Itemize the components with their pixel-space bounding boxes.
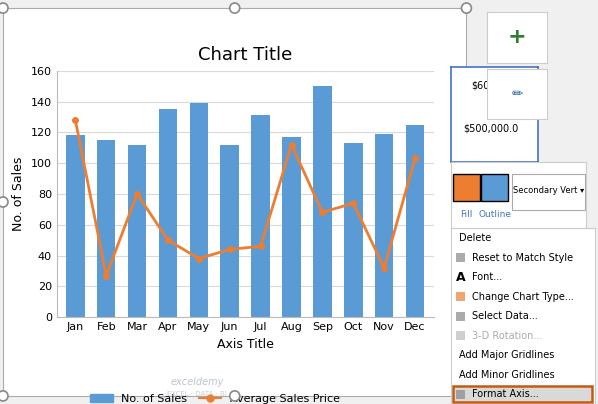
Text: 3-D Rotation...: 3-D Rotation... bbox=[472, 330, 542, 341]
Bar bbox=[221, 145, 239, 317]
Text: A: A bbox=[456, 271, 465, 284]
Circle shape bbox=[230, 391, 240, 401]
Legend: No. of Sales, Average Sales Price: No. of Sales, Average Sales Price bbox=[86, 389, 344, 404]
Circle shape bbox=[0, 391, 8, 401]
Bar bbox=[456, 390, 465, 399]
Bar bbox=[66, 135, 84, 317]
Text: ✏: ✏ bbox=[511, 87, 523, 101]
Circle shape bbox=[0, 197, 8, 207]
Bar bbox=[282, 137, 301, 317]
Text: EXCEL · DATA · BI: EXCEL · DATA · BI bbox=[167, 391, 227, 397]
Text: Change Chart Type...: Change Chart Type... bbox=[472, 292, 573, 302]
Text: Format Axis...: Format Axis... bbox=[472, 389, 538, 399]
Text: exceldemy: exceldemy bbox=[170, 377, 224, 387]
Bar bbox=[406, 124, 425, 317]
Text: Add Major Gridlines: Add Major Gridlines bbox=[459, 350, 554, 360]
Bar bbox=[456, 312, 465, 320]
Text: $500,000.0: $500,000.0 bbox=[463, 123, 518, 133]
FancyBboxPatch shape bbox=[512, 174, 585, 210]
Circle shape bbox=[230, 3, 240, 13]
Circle shape bbox=[0, 3, 8, 13]
Bar bbox=[453, 386, 592, 402]
Bar bbox=[453, 386, 592, 402]
Text: Outline: Outline bbox=[478, 210, 511, 219]
Text: Secondary Vert ▾: Secondary Vert ▾ bbox=[512, 186, 584, 196]
Bar bbox=[190, 103, 208, 317]
Text: +: + bbox=[508, 27, 527, 47]
Bar bbox=[456, 253, 465, 262]
FancyBboxPatch shape bbox=[481, 174, 508, 201]
Bar bbox=[456, 292, 465, 301]
Y-axis label: No. of Sales: No. of Sales bbox=[13, 157, 25, 231]
Bar bbox=[456, 331, 465, 340]
Text: Fill: Fill bbox=[460, 210, 472, 219]
Circle shape bbox=[462, 197, 471, 207]
Circle shape bbox=[462, 391, 471, 401]
Title: Chart Title: Chart Title bbox=[198, 46, 292, 63]
Bar bbox=[313, 86, 332, 317]
Circle shape bbox=[462, 3, 471, 13]
Text: $600,000.0: $600,000.0 bbox=[472, 81, 527, 90]
Bar bbox=[158, 109, 177, 317]
X-axis label: Axis Title: Axis Title bbox=[216, 338, 274, 351]
Text: Font...: Font... bbox=[472, 272, 502, 282]
Text: Delete: Delete bbox=[459, 233, 491, 243]
Bar bbox=[251, 116, 270, 317]
Bar bbox=[128, 145, 147, 317]
Text: Add Minor Gridlines: Add Minor Gridlines bbox=[459, 370, 554, 380]
Text: Select Data...: Select Data... bbox=[472, 311, 538, 321]
Bar bbox=[375, 134, 393, 317]
Bar bbox=[97, 140, 115, 317]
Text: Reset to Match Style: Reset to Match Style bbox=[472, 252, 573, 263]
Bar bbox=[344, 143, 362, 317]
FancyBboxPatch shape bbox=[453, 174, 480, 201]
